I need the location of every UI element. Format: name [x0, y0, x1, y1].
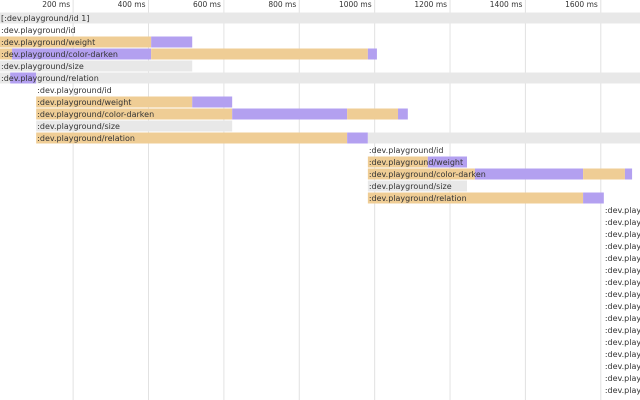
row-label: :dev.playg	[605, 326, 640, 335]
row-label: [:dev.playground/id 1]	[1, 14, 89, 23]
x-tick-label: 1000 ms	[339, 0, 372, 9]
span-bar	[583, 168, 625, 180]
span-bar	[367, 192, 584, 204]
span-bar	[36, 132, 348, 144]
span-bar	[398, 108, 408, 120]
row-label: :dev.playg	[605, 362, 640, 371]
span-bar	[367, 180, 467, 192]
span-bar	[583, 192, 604, 204]
row-label: :dev.playground/weight	[1, 38, 95, 47]
span-bar	[367, 156, 428, 168]
span-bar	[192, 96, 233, 108]
row-label: :dev.playground/weight	[369, 158, 463, 167]
row-label: :dev.playg	[605, 350, 640, 359]
row-label: :dev.playground/size	[369, 182, 452, 191]
span-bar	[232, 108, 348, 120]
span-bar	[151, 36, 193, 48]
row-label: :dev.playground/id	[369, 146, 444, 155]
row-label: :dev.playground/size	[1, 62, 84, 71]
row-label: :dev.playg	[605, 374, 640, 383]
span-bar	[347, 132, 368, 144]
row-label: :dev.playground/size	[37, 122, 120, 131]
row-label: :dev.playground/color-darken	[1, 50, 118, 59]
row-label: :dev.playground/id	[37, 86, 112, 95]
row-label: :dev.playground/relation	[369, 194, 467, 203]
row-label: :dev.playground/relation	[37, 134, 135, 143]
row-label: :dev.playground/weight	[37, 98, 131, 107]
row-label: :dev.playg	[605, 206, 640, 215]
span-bar	[0, 72, 11, 84]
x-tick-label: 1400 ms	[490, 0, 523, 9]
row-label: :dev.playg	[605, 218, 640, 227]
row-label: :dev.playground/color-darken	[369, 170, 486, 179]
row-label: :dev.playg	[605, 266, 640, 275]
span-bar	[0, 36, 152, 48]
span-bar	[474, 168, 584, 180]
row-label: :dev.playg	[605, 254, 640, 263]
span-bar	[347, 108, 399, 120]
span-bar	[36, 72, 640, 84]
span-bar	[0, 12, 640, 24]
row-label: :dev.playground/id	[1, 26, 76, 35]
span-bar	[427, 156, 467, 168]
span-bar	[367, 48, 377, 60]
span-bar	[36, 96, 193, 108]
x-tick-label: 800 ms	[268, 0, 296, 9]
span-bar	[0, 60, 193, 72]
span-bar	[36, 120, 233, 132]
x-tick-label: 400 ms	[118, 0, 146, 9]
row-label: :dev.playg	[605, 314, 640, 323]
x-tick-label: 1200 ms	[414, 0, 447, 9]
row-label: :dev.playg	[605, 302, 640, 311]
row-label: :dev.playg	[605, 386, 640, 395]
span-bar	[36, 108, 233, 120]
row-label: :dev.playground/relation	[1, 74, 99, 83]
span-bar	[624, 168, 633, 180]
x-tick-label: 1600 ms	[565, 0, 598, 9]
x-tick-label: 200 ms	[42, 0, 70, 9]
span-bar	[367, 132, 640, 144]
span-bar	[12, 48, 152, 60]
x-tick-label: 600 ms	[193, 0, 221, 9]
span-bar	[10, 72, 37, 84]
row-label: :dev.playground/color-darken	[37, 110, 154, 119]
row-label: :dev.playg	[605, 230, 640, 239]
span-bar	[151, 48, 368, 60]
row-label: :dev.playg	[605, 278, 640, 287]
span-bar	[0, 48, 13, 60]
row-label: :dev.playg	[605, 290, 640, 299]
row-label: :dev.playg	[605, 242, 640, 251]
span-bar	[367, 168, 475, 180]
row-label: :dev.playg	[605, 338, 640, 347]
